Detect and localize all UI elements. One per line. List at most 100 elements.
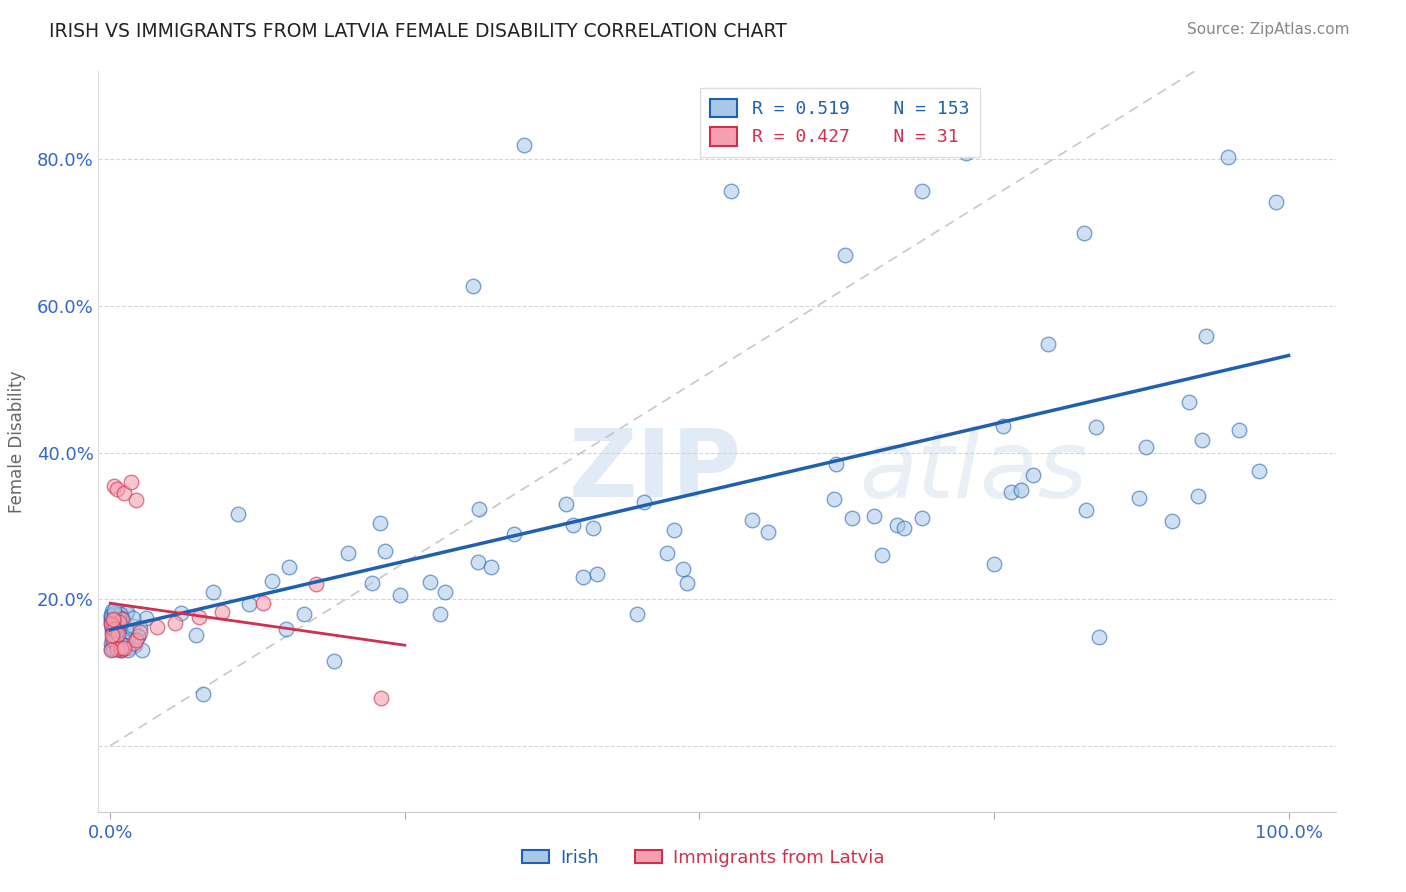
Point xyxy=(110,643,132,657)
Point xyxy=(112,638,135,652)
Point xyxy=(479,559,502,574)
Point xyxy=(120,475,142,489)
Point xyxy=(337,546,360,560)
Point xyxy=(105,630,128,644)
Point xyxy=(127,629,149,643)
Point xyxy=(108,615,131,629)
Point xyxy=(633,495,655,509)
Point xyxy=(1218,150,1240,164)
Point xyxy=(1135,440,1157,454)
Point xyxy=(114,626,136,640)
Point xyxy=(111,642,134,657)
Point xyxy=(103,613,125,627)
Point xyxy=(562,518,585,533)
Point xyxy=(586,567,609,582)
Point xyxy=(1000,484,1022,499)
Point xyxy=(117,642,139,657)
Point xyxy=(110,611,132,625)
Point xyxy=(870,549,893,563)
Point xyxy=(863,509,886,524)
Point xyxy=(100,616,122,631)
Point xyxy=(107,616,129,631)
Point xyxy=(513,137,536,152)
Point xyxy=(662,523,685,537)
Text: ZIP: ZIP xyxy=(568,425,741,517)
Point xyxy=(238,597,260,611)
Point xyxy=(135,611,157,625)
Point xyxy=(103,633,125,648)
Point xyxy=(886,518,908,533)
Point xyxy=(100,614,122,628)
Point xyxy=(101,641,124,656)
Point xyxy=(1160,514,1182,528)
Point xyxy=(104,637,127,651)
Text: IRISH VS IMMIGRANTS FROM LATVIA FEMALE DISABILITY CORRELATION CHART: IRISH VS IMMIGRANTS FROM LATVIA FEMALE D… xyxy=(49,22,787,41)
Point xyxy=(104,608,127,623)
Point xyxy=(834,248,856,262)
Point xyxy=(103,634,125,648)
Point xyxy=(193,688,215,702)
Point xyxy=(121,619,143,633)
Point xyxy=(100,612,122,626)
Point xyxy=(101,610,124,624)
Point xyxy=(121,624,143,639)
Point xyxy=(184,628,207,642)
Point xyxy=(124,632,146,647)
Point xyxy=(103,620,125,634)
Point xyxy=(101,627,124,641)
Point xyxy=(103,478,125,492)
Point xyxy=(101,611,124,625)
Point xyxy=(277,560,299,574)
Point xyxy=(502,527,524,541)
Point xyxy=(655,546,678,560)
Point xyxy=(374,544,396,558)
Point xyxy=(103,606,125,620)
Point xyxy=(991,419,1014,434)
Point xyxy=(104,641,127,656)
Point xyxy=(101,604,124,618)
Point xyxy=(111,632,134,647)
Point xyxy=(825,140,848,154)
Point xyxy=(107,626,129,640)
Point xyxy=(1264,195,1286,210)
Point xyxy=(100,637,122,651)
Point xyxy=(429,607,451,621)
Point xyxy=(121,611,143,625)
Point xyxy=(124,638,146,652)
Point xyxy=(104,615,127,629)
Point xyxy=(101,619,124,633)
Point xyxy=(111,638,134,652)
Point xyxy=(103,638,125,652)
Point xyxy=(104,625,127,640)
Point xyxy=(107,626,129,640)
Point xyxy=(252,596,274,610)
Point xyxy=(103,612,125,626)
Point xyxy=(1085,419,1108,434)
Point xyxy=(128,625,150,640)
Point xyxy=(756,524,779,539)
Text: atlas: atlas xyxy=(859,425,1088,516)
Point xyxy=(925,140,948,154)
Point xyxy=(368,516,391,531)
Point xyxy=(202,584,225,599)
Point xyxy=(463,279,485,293)
Point xyxy=(114,606,136,620)
Point xyxy=(1227,423,1250,437)
Point xyxy=(100,609,122,624)
Point xyxy=(1010,483,1032,498)
Point xyxy=(955,145,977,160)
Point xyxy=(112,613,135,627)
Point xyxy=(105,626,128,640)
Point xyxy=(108,607,131,621)
Point xyxy=(107,623,129,637)
Point xyxy=(226,507,249,521)
Legend: R = 0.519    N = 153, R = 0.427    N = 31: R = 0.519 N = 153, R = 0.427 N = 31 xyxy=(700,87,980,157)
Text: Source: ZipAtlas.com: Source: ZipAtlas.com xyxy=(1187,22,1350,37)
Point xyxy=(105,619,128,633)
Point xyxy=(276,622,298,636)
Point xyxy=(103,603,125,617)
Point xyxy=(468,502,491,516)
Point xyxy=(117,606,139,620)
Point xyxy=(433,584,456,599)
Point xyxy=(100,615,122,629)
